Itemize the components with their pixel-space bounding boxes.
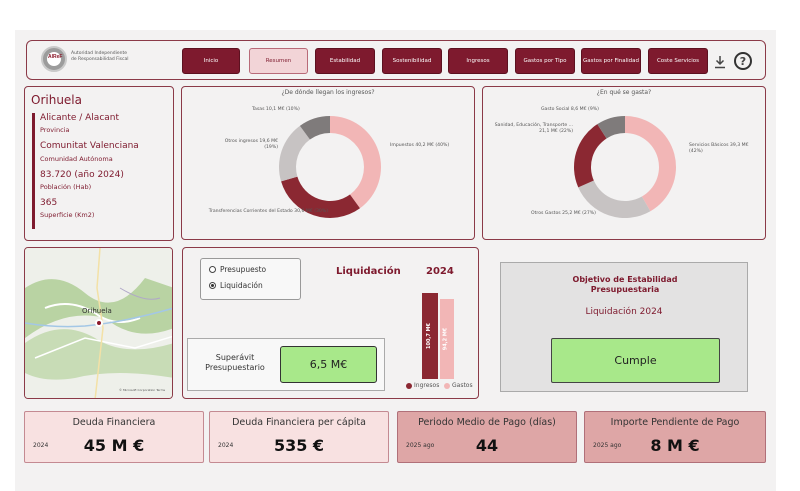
bar-ingresos [422, 293, 438, 379]
liquidacion-title: Liquidación [336, 266, 401, 277]
help-icon[interactable]: ? [734, 52, 752, 70]
expense-label-servicios: Servicios Básicos 39,3 M€ (42%) [689, 143, 749, 154]
radio-presupuesto[interactable]: Presupuesto [209, 265, 266, 274]
location-map[interactable]: Orihuela © Microsoft Corporation Terms [24, 247, 173, 399]
expense-chart-panel: ¿En qué se gasta? Servicios Básicos 39,3… [482, 86, 766, 240]
surface-value: 365 [40, 198, 58, 208]
card-value: 535 € [273, 436, 325, 455]
bar-gastos [440, 298, 454, 379]
province-value: Alicante / Alacant [40, 113, 120, 123]
nav-resumen[interactable]: Resumen [249, 48, 308, 74]
logo-org-name: Autoridad Independiente de Responsabilid… [71, 51, 129, 62]
community-label: Comunidad Autónoma [40, 155, 113, 163]
income-donut-chart [279, 116, 382, 218]
community-value: Comunitat Valenciana [40, 141, 139, 151]
municipality-info-panel: Orihuela Alicante / Alacant Provincia Co… [24, 86, 174, 241]
expense-slice-2[interactable] [574, 124, 607, 188]
nav-gastos-finalidad[interactable]: Gastos por Finalidad [581, 48, 641, 74]
province-label: Provincia [40, 126, 70, 134]
superavit-value: 6,5 M€ [280, 346, 377, 383]
expense-label-sanidad: Sanidad, Educación, Transporte ... 21,1 … [494, 123, 573, 134]
budget-type-selector: Presupuesto Liquidación [200, 258, 301, 300]
expense-label-otros: Otros Gastos 25,2 M€ (27%) [531, 211, 596, 216]
income-slice-0[interactable] [330, 116, 382, 209]
map-town-label: Orihuela [82, 307, 112, 315]
card-value: 8 M € [650, 436, 700, 455]
expense-slice-1[interactable] [578, 180, 651, 218]
nav-gastos-tipo[interactable]: Gastos por Tipo [515, 48, 575, 74]
income-label-otros: Otros ingresos 19,6 M€ (19%) [224, 139, 278, 150]
card-year: 2024 [218, 442, 234, 449]
income-slice-3[interactable] [299, 116, 330, 140]
expense-label-gasto-social: Gasto Social 8,6 M€ (9%) [541, 107, 599, 112]
legend-ingresos: Ingresos [406, 382, 439, 389]
radio-liquidacion-dot[interactable] [209, 282, 216, 289]
accent-bar [32, 113, 35, 229]
card-title: Periodo Medio de Pago (días) [418, 417, 556, 428]
card-year: 2024 [33, 442, 49, 449]
card-year: 2025 ago [406, 442, 435, 449]
income-slice-1[interactable] [281, 176, 360, 218]
expense-slice-0[interactable] [625, 116, 676, 212]
nav-coste-servicios[interactable]: Coste Servicios [648, 48, 708, 74]
surface-label: Superficie (Km2) [40, 211, 95, 219]
objective-status: Cumple [551, 338, 720, 383]
card-title: Importe Pendiente de Pago [610, 417, 740, 428]
stability-objective-panel: Objetivo de Estabilidad Presupuestaria L… [500, 262, 748, 392]
income-chart-title: ¿De dónde llegan los ingresos? [281, 89, 375, 96]
nav-ingresos[interactable]: Ingresos [448, 48, 508, 74]
nav-estabilidad[interactable]: Estabilidad [315, 48, 375, 74]
population-label: Población (Hab) [40, 183, 92, 191]
superavit-label: Superávit Presupuestario [205, 353, 265, 372]
expense-slice-3[interactable] [597, 116, 625, 139]
download-icon[interactable] [711, 53, 729, 71]
logo-brand-text: AIReF [48, 54, 63, 60]
airef-logo [41, 46, 67, 72]
card-importe-pendiente: Importe Pendiente de Pago 2025 ago 8 M € [584, 411, 766, 463]
radio-liquidacion[interactable]: Liquidación [209, 281, 263, 290]
map-pin-icon[interactable] [95, 319, 103, 327]
expense-chart-title: ¿En qué se gasta? [596, 89, 652, 96]
card-value: 45 M € [83, 436, 145, 455]
radio-presupuesto-dot[interactable] [209, 266, 216, 273]
card-deuda-financiera: Deuda Financiera 2024 45 M € [24, 411, 204, 463]
bar-ingresos-label: 100,7 M€ [426, 322, 433, 350]
legend-gastos: Gastos [444, 382, 473, 389]
income-label-transferencias: Transferencias Corrientes del Estado 30,… [208, 209, 328, 214]
header-bar: AIReF Autoridad Independiente de Respons… [26, 40, 766, 80]
expense-donut-chart [574, 116, 676, 218]
population-value: 83.720 (año 2024) [40, 170, 124, 180]
card-title: Deuda Financiera [72, 417, 156, 428]
bar-gastos-label: 94,2 M€ [442, 327, 449, 351]
objective-title: Objetivo de Estabilidad Presupuestaria [572, 275, 678, 294]
objective-subtitle: Liquidación 2024 [585, 307, 663, 317]
card-periodo-medio-pago: Periodo Medio de Pago (días) 2025 ago 44 [397, 411, 577, 463]
liquidacion-panel: Presupuesto Liquidación Liquidación 2024… [182, 247, 479, 399]
liquidacion-year: 2024 [426, 266, 454, 277]
income-slice-2[interactable] [279, 125, 310, 182]
income-label-impuestos: Impuestos 40,2 M€ (40%) [390, 143, 450, 148]
city-name: Orihuela [31, 93, 82, 107]
card-title: Deuda Financiera per cápita [232, 417, 366, 428]
nav-sostenibilidad[interactable]: Sostenibilidad [382, 48, 442, 74]
superavit-box: Superávit Presupuestario 6,5 M€ [187, 338, 385, 391]
nav-inicio[interactable]: Inicio [182, 48, 240, 74]
income-label-tasas: Tasas 10,1 M€ (10%) [252, 107, 300, 112]
income-chart-panel: ¿De dónde llegan los ingresos? Impuestos… [181, 86, 475, 240]
card-year: 2025 ago [593, 442, 622, 449]
card-value: 44 [475, 436, 499, 455]
map-credit: © Microsoft Corporation Terms [119, 388, 166, 392]
card-deuda-per-capita: Deuda Financiera per cápita 2024 535 € [209, 411, 389, 463]
